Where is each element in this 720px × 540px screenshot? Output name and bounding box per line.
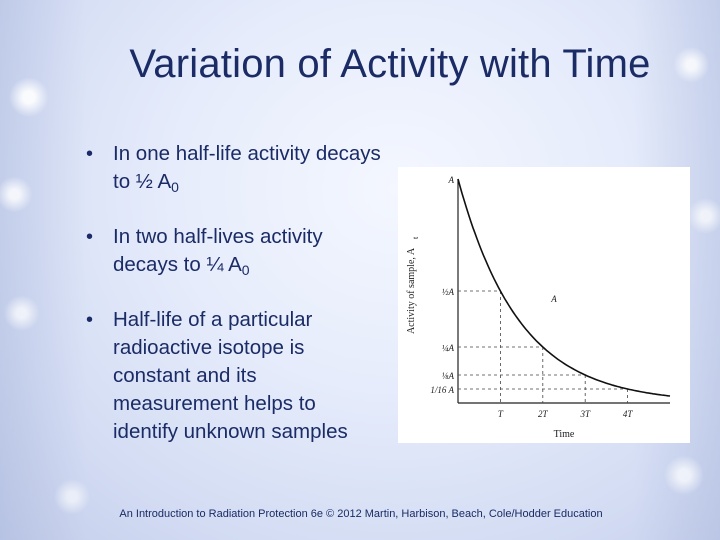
bullet-text: In two half-lives activity decays to ¼ A bbox=[113, 225, 323, 276]
y-tick-label: ½A bbox=[442, 287, 455, 297]
footer-credit: An Introduction to Radiation Protection … bbox=[119, 508, 603, 520]
bullet-subscript: 0 bbox=[241, 262, 250, 278]
bullet-list: In one half-life activity decays to ½ A0… bbox=[86, 140, 386, 468]
bullet-text: Half-life of a particular radioactive is… bbox=[113, 308, 348, 443]
bullet-subscript: 0 bbox=[171, 179, 179, 195]
y-tick-label: ¼A bbox=[442, 343, 455, 353]
y-tick-label: 1/16 A bbox=[430, 385, 454, 395]
x-tick-label: 2T bbox=[538, 409, 549, 419]
y-tick-label: A bbox=[448, 175, 455, 185]
decay-curve bbox=[457, 178, 671, 397]
bullet-item: In one half-life activity decays to ½ A0 bbox=[86, 140, 386, 201]
bullet-item: In two half-lives activity decays to ¼ A… bbox=[86, 223, 386, 284]
y-tick-label: ⅛A bbox=[442, 371, 455, 381]
bullet-text: In one half-life activity decays to ½ A bbox=[113, 142, 381, 193]
slide-title: Variation of Activity with Time bbox=[129, 42, 651, 86]
decay-equation: A bbox=[550, 294, 557, 304]
y-axis-label: Activity of sample, A bbox=[406, 247, 417, 334]
bullet-item: Half-life of a particular radioactive is… bbox=[86, 306, 386, 446]
x-axis-label: Time bbox=[554, 429, 575, 440]
decay-chart-svg: A ½A ¼A ⅛A 1/16 A T 2T 3T 4T Time Activity of samp… bbox=[406, 175, 671, 440]
y-axis-label-subscript: t bbox=[411, 236, 420, 239]
x-tick-label: 3T bbox=[579, 409, 591, 419]
decay-chart: A ½A ¼A ⅛A 1/16 A T 2T 3T 4T Time Activity of samp… bbox=[398, 167, 690, 443]
x-tick-label: T bbox=[498, 409, 504, 419]
x-tick-label: 4T bbox=[623, 409, 634, 419]
